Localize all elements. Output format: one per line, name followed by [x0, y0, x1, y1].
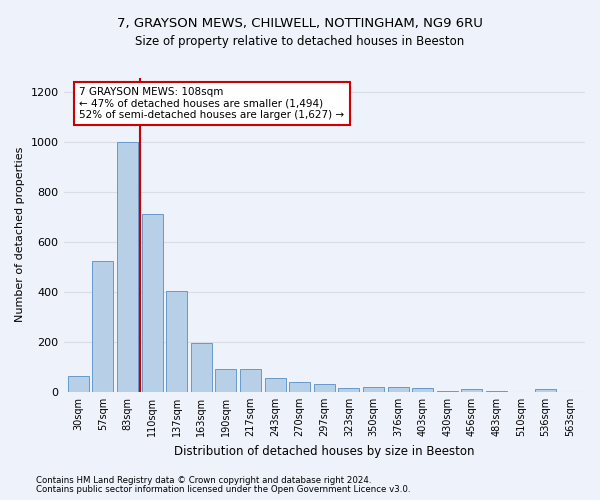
- Bar: [412, 388, 433, 392]
- Y-axis label: Number of detached properties: Number of detached properties: [15, 147, 25, 322]
- X-axis label: Distribution of detached houses by size in Beeston: Distribution of detached houses by size …: [174, 444, 475, 458]
- Bar: [461, 390, 482, 392]
- Bar: [265, 378, 286, 392]
- Text: Size of property relative to detached houses in Beeston: Size of property relative to detached ho…: [136, 35, 464, 48]
- Bar: [117, 142, 138, 392]
- Bar: [191, 344, 212, 392]
- Bar: [92, 261, 113, 392]
- Bar: [338, 388, 359, 392]
- Bar: [314, 384, 335, 392]
- Bar: [535, 390, 556, 392]
- Bar: [388, 387, 409, 392]
- Text: 7, GRAYSON MEWS, CHILWELL, NOTTINGHAM, NG9 6RU: 7, GRAYSON MEWS, CHILWELL, NOTTINGHAM, N…: [117, 18, 483, 30]
- Bar: [486, 390, 507, 392]
- Bar: [363, 387, 384, 392]
- Bar: [437, 390, 458, 392]
- Text: Contains public sector information licensed under the Open Government Licence v3: Contains public sector information licen…: [36, 485, 410, 494]
- Text: Contains HM Land Registry data © Crown copyright and database right 2024.: Contains HM Land Registry data © Crown c…: [36, 476, 371, 485]
- Bar: [289, 382, 310, 392]
- Text: 7 GRAYSON MEWS: 108sqm
← 47% of detached houses are smaller (1,494)
52% of semi-: 7 GRAYSON MEWS: 108sqm ← 47% of detached…: [79, 87, 344, 120]
- Bar: [166, 291, 187, 392]
- Bar: [68, 376, 89, 392]
- Bar: [142, 214, 163, 392]
- Bar: [215, 370, 236, 392]
- Bar: [240, 370, 261, 392]
